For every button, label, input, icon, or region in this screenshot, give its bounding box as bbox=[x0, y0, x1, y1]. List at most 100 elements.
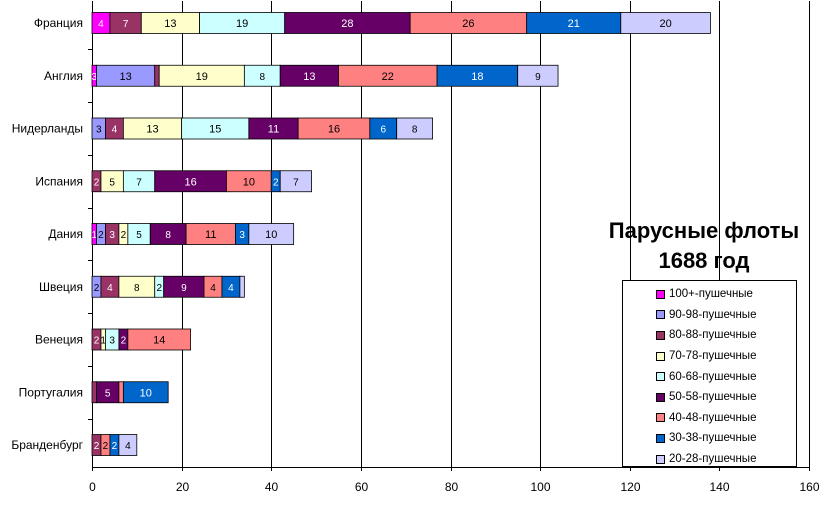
data-label: 9 bbox=[535, 72, 541, 83]
data-label: 2 bbox=[273, 177, 279, 188]
legend-label: 20-28-пушечные bbox=[669, 453, 757, 466]
data-label: 13 bbox=[303, 71, 315, 83]
data-label: 6 bbox=[381, 125, 387, 136]
data-label: 2 bbox=[121, 336, 127, 347]
data-label: 13 bbox=[146, 124, 158, 136]
x-tick-label: 140 bbox=[709, 480, 729, 494]
data-label: 2 bbox=[94, 441, 100, 452]
legend-item: 70-78-пушечные bbox=[623, 346, 796, 367]
legend-swatch bbox=[656, 372, 665, 382]
legend-label: 50-58-пушечные bbox=[669, 391, 757, 404]
x-tick-label: 60 bbox=[355, 480, 369, 494]
legend-swatch bbox=[656, 330, 665, 340]
legend-swatch bbox=[656, 413, 665, 423]
bar-segment bbox=[279, 170, 312, 193]
data-label: 2 bbox=[94, 336, 100, 347]
data-label: 9 bbox=[181, 283, 187, 294]
data-label: 13 bbox=[119, 71, 131, 83]
x-tick-label: 100 bbox=[530, 480, 550, 494]
data-label: 2 bbox=[94, 177, 100, 188]
data-label: 8 bbox=[260, 72, 266, 83]
category-label: Португалия bbox=[19, 385, 83, 399]
category-label: Дания bbox=[48, 227, 83, 241]
bar-segment bbox=[620, 12, 711, 34]
category-label: Швеция bbox=[39, 280, 83, 294]
data-label: 5 bbox=[109, 177, 115, 188]
legend-item: 50-58-пушечные bbox=[623, 387, 796, 408]
legend-swatch bbox=[656, 351, 665, 361]
data-label: 4 bbox=[98, 19, 104, 30]
bar-segment bbox=[239, 275, 245, 298]
bar-segment bbox=[127, 328, 191, 351]
data-label: 10 bbox=[243, 176, 255, 188]
data-label: 7 bbox=[293, 177, 299, 188]
legend-item: 100+-пушечные bbox=[623, 284, 796, 305]
data-label: 4 bbox=[125, 441, 131, 452]
legend-swatch bbox=[656, 433, 665, 443]
bar-segment bbox=[248, 223, 295, 245]
data-label: 4 bbox=[107, 283, 113, 294]
legend-swatch bbox=[656, 289, 665, 299]
data-label: 2 bbox=[94, 283, 100, 294]
data-label: 10 bbox=[265, 229, 277, 241]
legend-label: 90-98-пушечные bbox=[669, 308, 757, 321]
data-label: 3 bbox=[109, 336, 115, 347]
data-label: 8 bbox=[134, 283, 140, 294]
data-label: 3 bbox=[96, 125, 102, 136]
legend-label: 40-48-пушечные bbox=[669, 411, 757, 424]
data-label: 1 bbox=[91, 230, 97, 241]
data-label: 8 bbox=[412, 125, 418, 136]
legend-label: 30-38-пушечные bbox=[669, 432, 757, 445]
category-label: Испания bbox=[35, 174, 83, 188]
data-label: 10 bbox=[140, 387, 152, 399]
data-label: 20 bbox=[659, 18, 671, 30]
legend-item: 60-68-пушечные bbox=[623, 366, 796, 387]
data-label: 4 bbox=[210, 283, 216, 294]
data-label: 4 bbox=[228, 283, 234, 294]
x-tick-label: 40 bbox=[265, 480, 279, 494]
data-label: 15 bbox=[209, 124, 221, 136]
data-label: 14 bbox=[153, 335, 165, 347]
bar-segment bbox=[396, 117, 433, 140]
data-label: 5 bbox=[105, 388, 111, 399]
data-label: 2 bbox=[103, 441, 109, 452]
bar-segment bbox=[517, 64, 559, 87]
data-label: 3 bbox=[91, 72, 97, 83]
data-label: 19 bbox=[236, 18, 248, 30]
data-label: 11 bbox=[268, 124, 279, 136]
chart-title-line-2: 1688 год bbox=[658, 248, 750, 273]
legend-swatch bbox=[656, 454, 665, 464]
bar-segment bbox=[91, 381, 97, 404]
category-label: Венеция bbox=[35, 333, 83, 347]
data-label: 26 bbox=[462, 18, 474, 30]
data-label: 18 bbox=[471, 71, 483, 83]
data-label: 2 bbox=[121, 230, 127, 241]
legend-label: 80-88-пушечные bbox=[669, 329, 757, 342]
data-label: 5 bbox=[136, 230, 142, 241]
legend-swatch bbox=[656, 310, 665, 320]
data-label: 1 bbox=[100, 336, 106, 347]
data-label: 4 bbox=[112, 125, 118, 136]
data-label: 2 bbox=[98, 230, 104, 241]
data-label: 11 bbox=[205, 229, 216, 241]
category-label: Англия bbox=[44, 69, 83, 83]
legend-item: 90-98-пушечные bbox=[623, 305, 796, 326]
legend-swatch bbox=[656, 392, 665, 402]
bar-segment bbox=[154, 64, 160, 87]
legend-label: 60-68-пушечные bbox=[669, 370, 757, 383]
data-label: 2 bbox=[156, 283, 162, 294]
x-tick-label: 20 bbox=[176, 480, 190, 494]
bar-segment bbox=[118, 381, 124, 404]
x-tick-label: 0 bbox=[89, 480, 96, 494]
x-tick-label: 120 bbox=[620, 480, 640, 494]
bar-segment bbox=[118, 434, 138, 456]
data-label: 3 bbox=[239, 230, 245, 241]
x-tick-label: 80 bbox=[445, 480, 459, 494]
legend-item: 80-88-пушечные bbox=[623, 325, 796, 346]
legend: 100+-пушечные 90-98-пушечные 80-88-пушечны… bbox=[622, 280, 797, 467]
legend-label: 70-78-пушечные bbox=[669, 350, 757, 363]
data-label: 16 bbox=[328, 124, 340, 136]
data-label: 8 bbox=[165, 230, 171, 241]
data-label: 21 bbox=[568, 18, 580, 30]
data-label: 7 bbox=[123, 19, 129, 30]
